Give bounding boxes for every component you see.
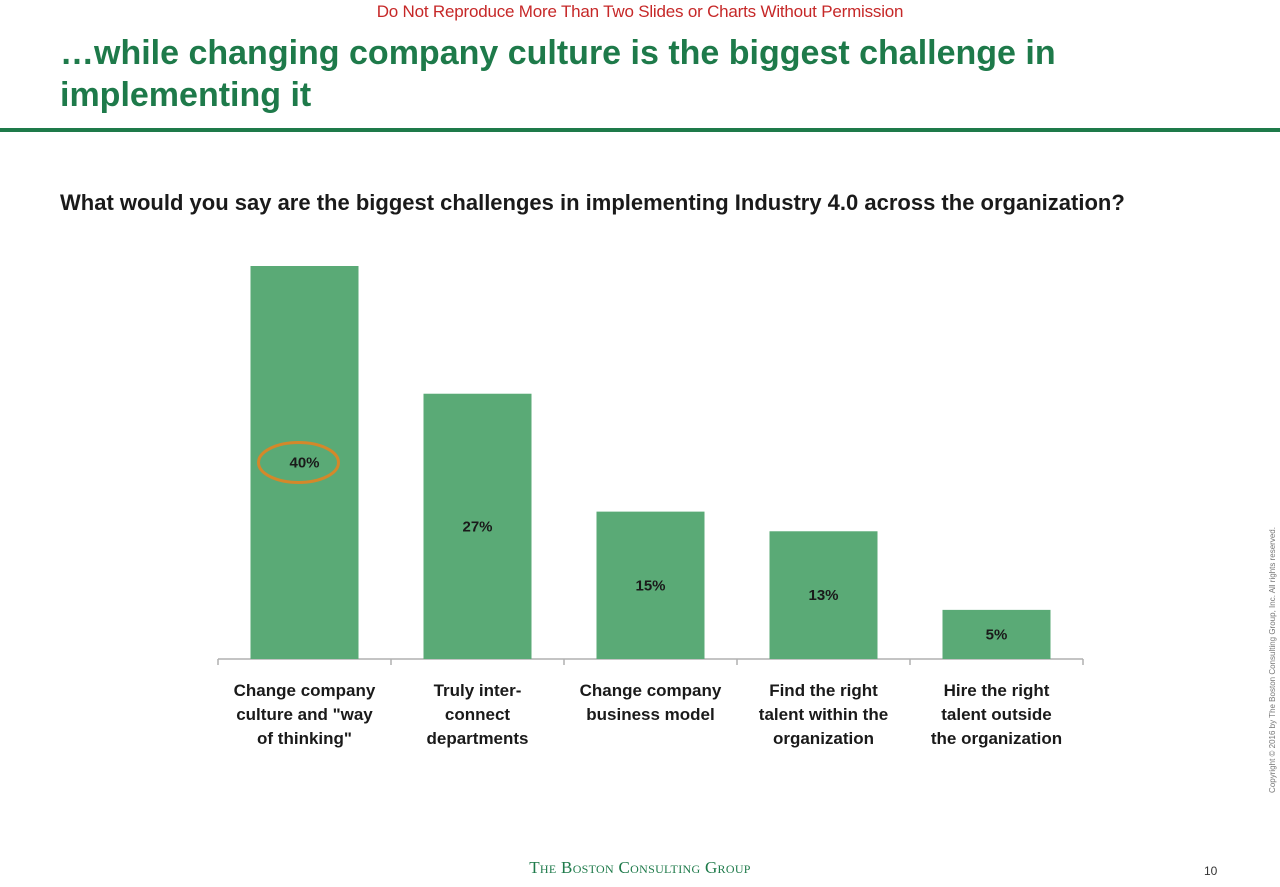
category-label: Truly inter-connect departments xyxy=(426,681,529,748)
category-label: Find the right talent within the organizat… xyxy=(758,681,889,748)
bar xyxy=(769,531,878,659)
copyright-notice: Copyright © 2016 by The Boston Consultin… xyxy=(1268,527,1277,793)
bar-value-label: 27% xyxy=(462,518,492,535)
bar-value-label: 40% xyxy=(289,455,319,472)
page-number: 10 xyxy=(1204,864,1218,878)
bcg-logo: The Boston Consulting Group xyxy=(529,858,751,877)
bar-value-label: 13% xyxy=(808,587,838,604)
category-label: Change company business model xyxy=(579,681,722,724)
highlight-circle xyxy=(257,441,340,484)
bar-value-label: 15% xyxy=(635,577,665,594)
bar xyxy=(596,511,705,659)
bar xyxy=(250,266,359,659)
bar xyxy=(942,609,1051,659)
bar-value-label: 5% xyxy=(986,626,1008,643)
category-label: Hire the right talent outside the organiza… xyxy=(930,681,1063,748)
bar xyxy=(423,393,532,659)
category-label: Change company culture and "way of thinkin… xyxy=(233,681,376,748)
permission-notice: Do Not Reproduce More Than Two Slides or… xyxy=(376,2,904,21)
chart-question: What would you say are the biggest chall… xyxy=(60,190,1125,215)
slide-title: …while changing company culture is the b… xyxy=(60,34,1056,114)
title-divider xyxy=(0,128,1280,132)
